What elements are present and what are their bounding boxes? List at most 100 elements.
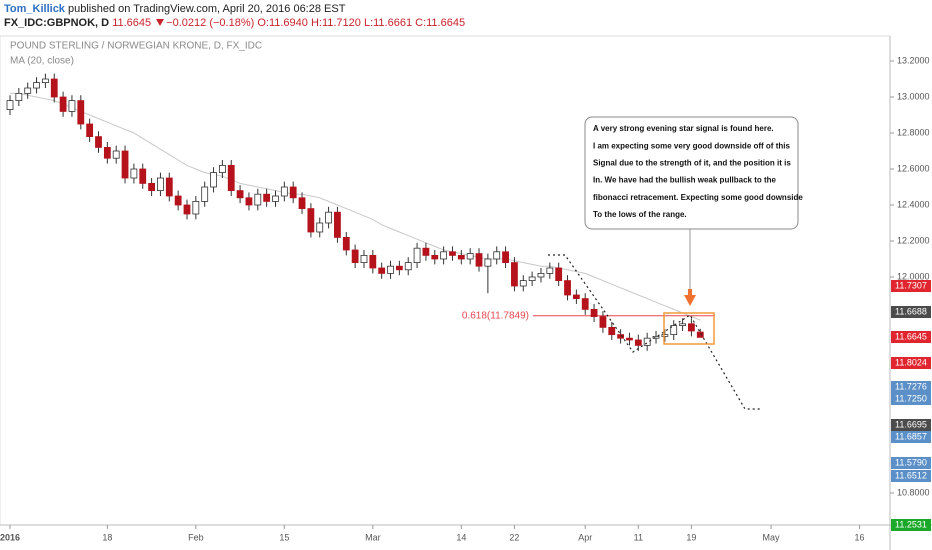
candle-body: [263, 193, 271, 202]
header-line: Tom_Killick published on TradingView.com…: [4, 2, 465, 16]
candle-body: [457, 254, 465, 260]
x-tick-label: 16: [855, 532, 865, 542]
candle-body: [475, 253, 483, 267]
candle-body: [95, 136, 102, 148]
author[interactable]: Tom_Killick: [4, 3, 65, 15]
candle-body: [139, 168, 147, 184]
fib-label: 0.618(11.7849): [462, 310, 529, 321]
y-tick-label: 12.8000: [897, 127, 930, 137]
candle-body: [696, 331, 704, 338]
price-label: 11.6857: [895, 431, 927, 441]
candle-body: [528, 276, 536, 281]
callout-line: fibonacci retracement. Expecting some go…: [593, 193, 803, 202]
candle-body: [121, 150, 129, 179]
symbol-line: FX_IDC:GBPNOK, D 11.6645 −0.0212 (−0.18%…: [4, 16, 465, 30]
candle-body: [449, 251, 456, 256]
candle-body: [210, 172, 217, 188]
candle-body: [466, 253, 474, 260]
highlight-box: [663, 312, 715, 345]
y-tick-label: 12.0000: [897, 271, 930, 281]
price-label: 11.7276: [895, 381, 927, 391]
candle-body: [564, 280, 571, 296]
candle-body: [546, 267, 554, 274]
x-tick-label: 15: [279, 532, 289, 542]
candle-body: [440, 251, 448, 260]
symbol: FX_IDC:GBPNOK, D: [4, 17, 110, 29]
callout-line: In. We have had the bullish weak pullbac…: [593, 176, 777, 185]
candle-body: [369, 254, 377, 269]
candle-body: [378, 267, 386, 274]
candle-body: [307, 208, 315, 233]
candle-body: [652, 335, 660, 339]
candle-body: [387, 265, 394, 274]
candle-body: [24, 87, 32, 94]
candle-body: [41, 78, 49, 84]
candle-body: [245, 197, 253, 206]
published: published on TradingView.com, April 20, …: [68, 3, 346, 15]
price-label-box: [891, 280, 931, 292]
candle-body: [502, 251, 509, 263]
last-price: 11.6645: [112, 17, 152, 29]
moving-average: [10, 92, 701, 321]
ohlc: O:11.6940 H:11.7120 L:11.6661 C:11.6645: [257, 17, 466, 29]
candle-body: [33, 82, 40, 89]
candle-body: [342, 236, 350, 251]
candle-body: [280, 186, 288, 197]
price-label: 11.5790: [895, 457, 927, 467]
x-tick-label: 19: [686, 532, 696, 542]
candle-body: [192, 200, 200, 215]
candle-body: [316, 222, 324, 233]
legend-title: POUND STERLING / NORWEGIAN KRONE, D, FX_…: [10, 41, 262, 52]
price-label-box: [891, 519, 931, 531]
price-label-box: [891, 381, 931, 393]
price-label-box: [891, 431, 931, 443]
candle-body: [634, 339, 642, 346]
candle-body: [68, 100, 76, 112]
candle-body: [643, 337, 651, 346]
candle-body: [50, 78, 58, 98]
candle-body: [227, 165, 235, 192]
candle-body: [484, 258, 492, 267]
x-tick-label: Mar: [365, 532, 381, 542]
price-label: 11.6645: [895, 331, 927, 341]
candle-body: [617, 334, 625, 339]
price-label-box: [891, 457, 931, 469]
callout-text: A very strong evening star signal is fou…: [593, 124, 803, 219]
candle-body: [599, 316, 607, 328]
candle-body: [15, 93, 23, 102]
candle-body: [218, 165, 226, 174]
price-label-box: [891, 393, 931, 405]
candle-body: [395, 265, 403, 271]
candle-body: [608, 326, 616, 335]
candle-body: [6, 100, 14, 111]
candle-body: [661, 334, 669, 337]
candle-body: [298, 197, 306, 209]
price-label: 11.7307: [895, 280, 927, 290]
price-label-box: [891, 419, 931, 431]
y-tick-label: 12.6000: [897, 163, 930, 173]
change: −0.0212 (−0.18%): [166, 17, 255, 29]
arrow-shaft: [688, 289, 692, 296]
price-label-box: [891, 331, 931, 343]
candle-body: [77, 100, 85, 125]
candle-body: [555, 267, 563, 281]
candle-body: [157, 177, 164, 192]
candle-body: [537, 272, 545, 278]
candle-body: [670, 325, 678, 335]
price-label: 11.6695: [895, 419, 927, 429]
candle-body: [688, 323, 695, 332]
candle-body: [334, 211, 341, 238]
candle-body: [272, 195, 279, 202]
y-tick-label: 12.2000: [897, 235, 930, 245]
y-tick-label: 12.4000: [897, 199, 930, 209]
price-label: 11.6512: [895, 470, 927, 480]
x-tick-label: 18: [102, 532, 112, 542]
candle-body: [413, 247, 421, 263]
candle-body: [103, 147, 111, 159]
header: Tom_Killick published on TradingView.com…: [4, 2, 465, 30]
y-tick-label: 13.2000: [897, 55, 930, 65]
candle-body: [493, 251, 501, 260]
candle-body: [351, 249, 359, 263]
legend-indicator: MA (20, close): [10, 56, 74, 67]
candle-body: [325, 211, 332, 224]
